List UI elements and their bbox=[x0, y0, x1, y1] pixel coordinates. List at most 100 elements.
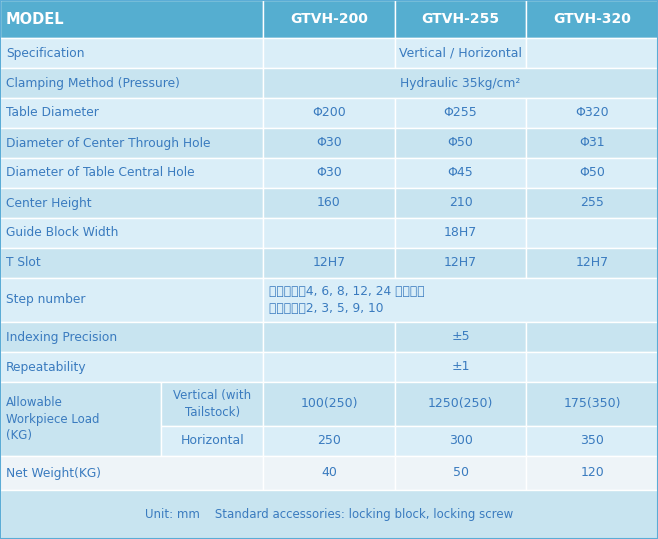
Text: 350: 350 bbox=[580, 434, 604, 447]
Text: 40: 40 bbox=[321, 466, 337, 480]
Bar bbox=[161, 426, 263, 456]
Bar bbox=[395, 38, 526, 68]
Text: 12H7: 12H7 bbox=[576, 257, 609, 270]
Bar bbox=[0, 98, 263, 128]
Bar bbox=[526, 248, 658, 278]
Bar bbox=[161, 382, 263, 426]
Bar bbox=[526, 38, 658, 68]
Bar bbox=[395, 0, 526, 38]
Bar bbox=[0, 68, 263, 98]
Bar bbox=[263, 456, 395, 490]
Text: 300: 300 bbox=[449, 434, 472, 447]
Text: Unit: mm    Standard accessories: locking block, locking screw: Unit: mm Standard accessories: locking b… bbox=[145, 508, 513, 521]
Bar bbox=[395, 426, 526, 456]
Text: ±1: ±1 bbox=[451, 361, 470, 374]
Bar bbox=[263, 322, 395, 352]
Text: Table Diameter: Table Diameter bbox=[6, 107, 99, 120]
Text: 160: 160 bbox=[317, 197, 341, 210]
Text: Center Height: Center Height bbox=[6, 197, 91, 210]
Bar bbox=[263, 278, 658, 322]
Bar bbox=[395, 158, 526, 188]
Bar bbox=[395, 248, 526, 278]
Bar bbox=[395, 98, 526, 128]
Bar bbox=[395, 218, 526, 248]
Bar bbox=[263, 68, 658, 98]
Bar bbox=[526, 128, 658, 158]
Bar bbox=[263, 248, 395, 278]
Text: Φ320: Φ320 bbox=[575, 107, 609, 120]
Text: Hydraulic 35kg/cm²: Hydraulic 35kg/cm² bbox=[401, 77, 520, 89]
Bar bbox=[0, 322, 263, 352]
Text: Φ30: Φ30 bbox=[316, 136, 342, 149]
Text: 18H7: 18H7 bbox=[444, 226, 477, 239]
Text: Step number: Step number bbox=[6, 294, 86, 307]
Bar bbox=[0, 188, 263, 218]
Text: 50: 50 bbox=[453, 466, 468, 480]
Bar bbox=[0, 456, 263, 490]
Text: Φ200: Φ200 bbox=[312, 107, 346, 120]
Bar bbox=[263, 98, 395, 128]
Bar bbox=[263, 38, 395, 68]
Bar bbox=[526, 158, 658, 188]
Text: Repeatability: Repeatability bbox=[6, 361, 87, 374]
Bar bbox=[0, 278, 263, 322]
Bar bbox=[526, 218, 658, 248]
Bar bbox=[395, 128, 526, 158]
Text: 1250(250): 1250(250) bbox=[428, 397, 494, 411]
Text: MODEL: MODEL bbox=[6, 11, 64, 26]
Text: Φ45: Φ45 bbox=[447, 167, 474, 179]
Text: GTVH-200: GTVH-200 bbox=[290, 12, 368, 26]
Text: Diameter of Table Central Hole: Diameter of Table Central Hole bbox=[6, 167, 195, 179]
Bar bbox=[526, 426, 658, 456]
Text: Vertical (with
Tailstock): Vertical (with Tailstock) bbox=[173, 389, 251, 419]
Bar bbox=[0, 0, 263, 38]
Bar bbox=[0, 352, 263, 382]
Bar bbox=[526, 322, 658, 352]
Bar bbox=[395, 456, 526, 490]
Bar bbox=[526, 0, 658, 38]
Text: Clamping Method (Pressure): Clamping Method (Pressure) bbox=[6, 77, 180, 89]
Bar bbox=[263, 158, 395, 188]
Bar bbox=[526, 352, 658, 382]
Text: T Slot: T Slot bbox=[6, 257, 41, 270]
Bar bbox=[263, 188, 395, 218]
Bar bbox=[0, 248, 263, 278]
Bar bbox=[395, 322, 526, 352]
Bar bbox=[395, 382, 526, 426]
Text: 12H7: 12H7 bbox=[444, 257, 477, 270]
Text: 標準等分：4, 6, 8, 12, 24 其中一種
特殊等分：2, 3, 5, 9, 10: 標準等分：4, 6, 8, 12, 24 其中一種 特殊等分：2, 3, 5, … bbox=[269, 285, 425, 315]
Bar bbox=[395, 352, 526, 382]
Text: Diameter of Center Through Hole: Diameter of Center Through Hole bbox=[6, 136, 211, 149]
Bar bbox=[263, 426, 395, 456]
Text: Allowable
Workpiece Load
(KG): Allowable Workpiece Load (KG) bbox=[6, 396, 99, 443]
Bar bbox=[263, 218, 395, 248]
Text: 120: 120 bbox=[580, 466, 604, 480]
Text: ±5: ±5 bbox=[451, 330, 470, 343]
Bar bbox=[526, 98, 658, 128]
Bar bbox=[263, 382, 395, 426]
Text: Horizontal: Horizontal bbox=[180, 434, 244, 447]
Bar bbox=[263, 0, 395, 38]
Text: Guide Block Width: Guide Block Width bbox=[6, 226, 118, 239]
Text: Φ31: Φ31 bbox=[580, 136, 605, 149]
Bar bbox=[0, 38, 263, 68]
Text: GTVH-255: GTVH-255 bbox=[422, 12, 499, 26]
Bar bbox=[526, 382, 658, 426]
Bar bbox=[263, 128, 395, 158]
Text: Vertical / Horizontal: Vertical / Horizontal bbox=[399, 46, 522, 59]
Text: GTVH-320: GTVH-320 bbox=[553, 12, 631, 26]
Text: Net Weight(KG): Net Weight(KG) bbox=[6, 466, 101, 480]
Text: 210: 210 bbox=[449, 197, 472, 210]
Bar bbox=[526, 188, 658, 218]
Text: 12H7: 12H7 bbox=[313, 257, 345, 270]
Text: Φ255: Φ255 bbox=[443, 107, 478, 120]
Text: Indexing Precision: Indexing Precision bbox=[6, 330, 117, 343]
Bar bbox=[0, 490, 658, 539]
Bar bbox=[0, 218, 263, 248]
Bar bbox=[395, 188, 526, 218]
Text: 250: 250 bbox=[317, 434, 341, 447]
Bar bbox=[0, 158, 263, 188]
Bar bbox=[526, 456, 658, 490]
Text: Specification: Specification bbox=[6, 46, 84, 59]
Text: 255: 255 bbox=[580, 197, 604, 210]
